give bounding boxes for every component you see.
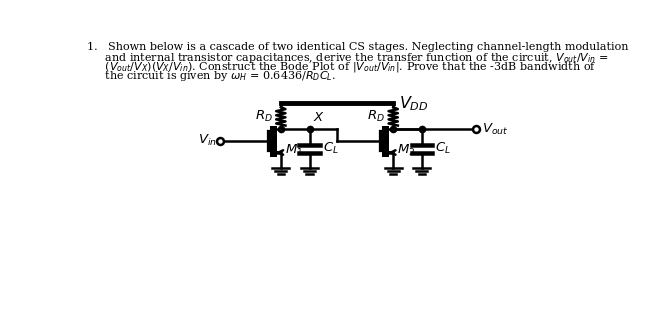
Text: $V_{in}$: $V_{in}$ <box>197 133 217 149</box>
Text: $V_{out}$: $V_{out}$ <box>481 122 508 137</box>
Text: and internal transistor capacitances, derive the transfer function of the circui: and internal transistor capacitances, de… <box>87 51 609 65</box>
Text: $M_2$: $M_2$ <box>397 143 415 158</box>
Text: 1.   Shown below is a cascade of two identical CS stages. Neglecting channel-len: 1. Shown below is a cascade of two ident… <box>87 42 629 52</box>
Text: $V_{DD}$: $V_{DD}$ <box>399 94 428 113</box>
Text: $X$: $X$ <box>313 111 325 124</box>
Text: the circuit is given by $\omega_H$ = 0.6436/$R_DC_L$.: the circuit is given by $\omega_H$ = 0.6… <box>87 69 336 84</box>
Text: $M_1$: $M_1$ <box>285 143 303 158</box>
Text: $C_L$: $C_L$ <box>323 141 338 156</box>
Text: $(V_{out}/V_X)(V_X/V_{in})$. Construct the Bode Plot of $|V_{out}/V_{in}|$. Prov: $(V_{out}/V_X)(V_X/V_{in})$. Construct t… <box>87 60 597 74</box>
Text: $C_L$: $C_L$ <box>435 141 451 156</box>
Text: $R_D$: $R_D$ <box>367 109 385 124</box>
Text: $R_D$: $R_D$ <box>255 109 273 124</box>
